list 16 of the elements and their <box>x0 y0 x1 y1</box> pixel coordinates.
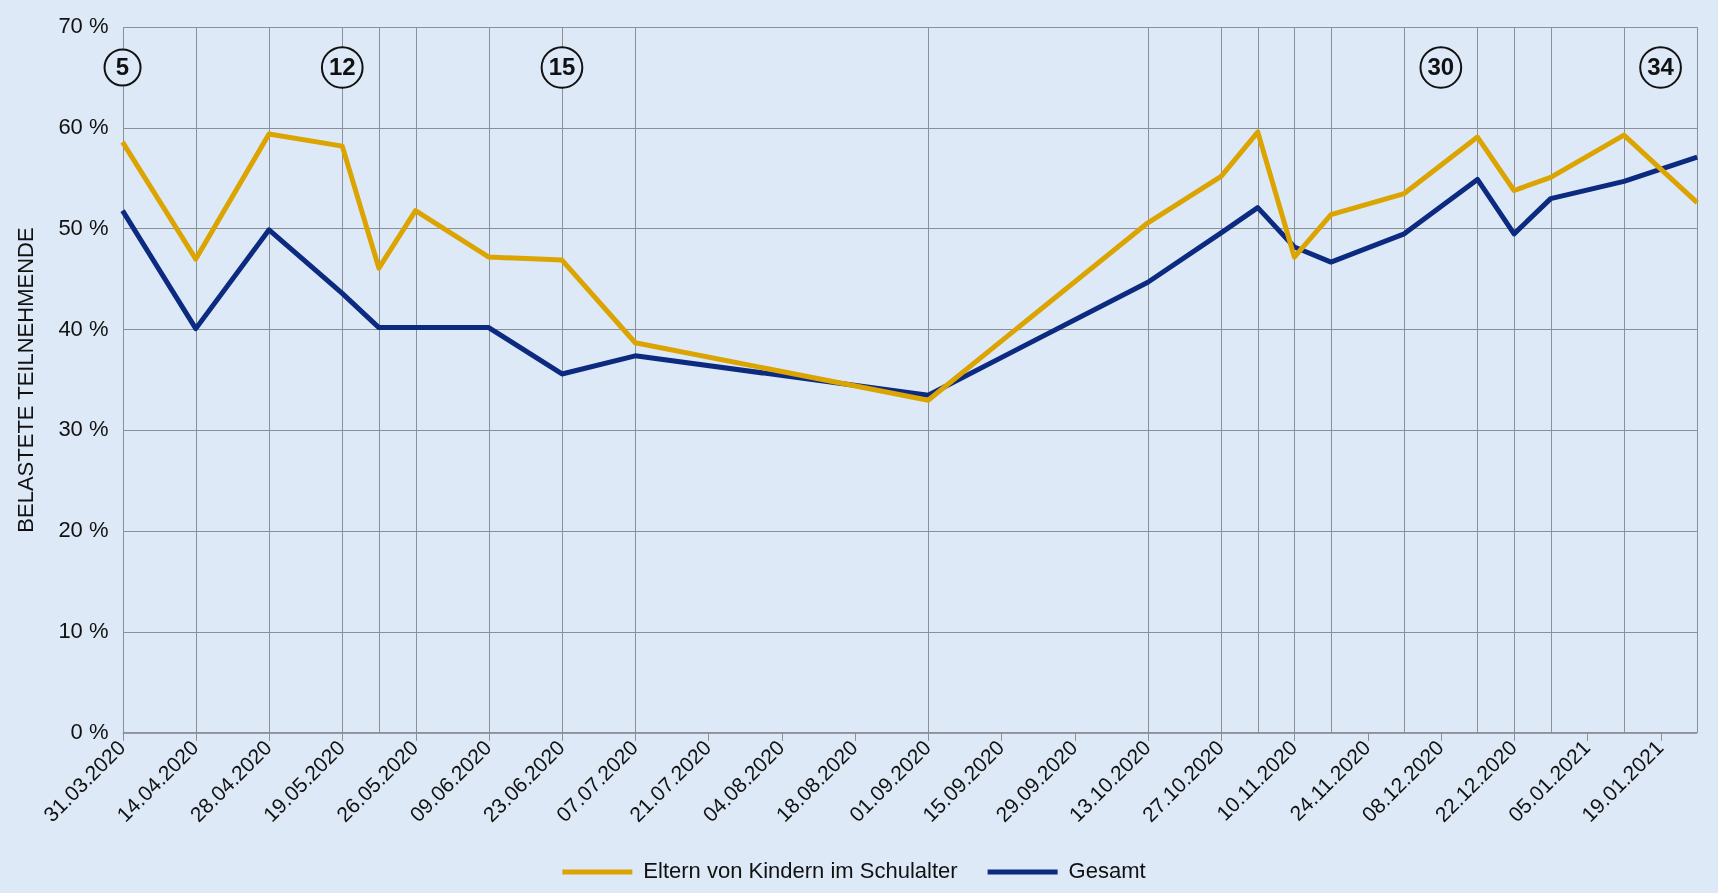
legend-label: Eltern von Kindern im Schulalter <box>643 858 958 884</box>
legend-label: Gesamt <box>1068 858 1146 884</box>
y-tick-label: 20 % <box>58 517 109 543</box>
annotation: 5 <box>115 53 130 81</box>
y-axis-title: BELASTETE TEILNEHMENDE <box>13 227 39 533</box>
annotation: 12 <box>328 53 356 81</box>
y-tick-label: 0 % <box>70 718 109 744</box>
annotation: 15 <box>548 53 576 81</box>
y-tick-label: 50 % <box>58 214 109 240</box>
annotation: 30 <box>1427 53 1455 81</box>
y-tick-label: 60 % <box>58 114 109 140</box>
y-tick-label: 30 % <box>58 416 109 442</box>
y-tick-label: 40 % <box>58 315 109 341</box>
y-tick-label: 70 % <box>58 13 109 39</box>
annotation: 34 <box>1647 53 1675 81</box>
y-tick-label: 10 % <box>58 618 109 644</box>
